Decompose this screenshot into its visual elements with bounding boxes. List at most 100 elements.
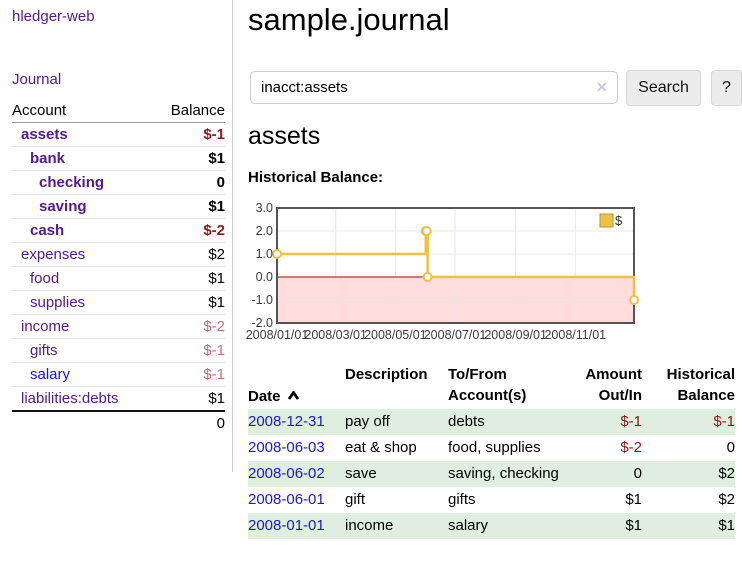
account-balance: $-1 [153, 362, 225, 387]
register-row: 2008-06-02 save saving, checking 0 $2 [248, 461, 735, 487]
accounts-table: Account Balance assets $-1 bank $1 checking 0… [12, 99, 225, 435]
main-content: sample.journal ✕ Search ? assets Histori… [246, 0, 742, 582]
tx-date-link[interactable]: 2008-06-01 [248, 491, 325, 508]
tx-balance: $2 [718, 465, 735, 482]
tx-description: eat & shop [345, 439, 417, 456]
account-link[interactable]: checking [39, 174, 105, 191]
account-balance: $1 [153, 386, 225, 411]
account-row: assets $-1 [12, 123, 225, 147]
tx-balance: $1 [718, 517, 735, 534]
x-tick-label: 2008/07/01 [424, 328, 487, 342]
x-tick-label: 2008/11/01 [544, 328, 606, 342]
search-button[interactable]: Search [626, 70, 701, 106]
account-row: saving $1 [12, 194, 225, 219]
data-point-marker [272, 249, 282, 259]
account-balance: $-2 [153, 218, 225, 243]
x-tick-label: 2008/05/01 [364, 328, 427, 342]
account-row: salary $-1 [12, 362, 225, 387]
account-link[interactable]: supplies [30, 294, 86, 311]
page-title: sample.journal [248, 2, 450, 37]
account-balance: $1 [153, 290, 225, 315]
account-balance: $2 [153, 242, 225, 267]
account-link[interactable]: cash [30, 222, 65, 239]
register-header-balance: Historical Balance [666, 366, 735, 404]
account-link[interactable]: bank [30, 150, 66, 167]
account-row: expenses $2 [12, 242, 225, 267]
sidebar: hledger-web Journal Account Balance asse… [0, 0, 233, 472]
tx-balance: $2 [718, 491, 735, 508]
register-header-date[interactable]: Date [248, 362, 345, 409]
register-row: 2008-06-01 gift gifts $1 $2 [248, 487, 735, 513]
accounts-total-row: 0 [12, 410, 225, 435]
account-link[interactable]: gifts [30, 342, 58, 359]
account-link[interactable]: food [30, 270, 60, 287]
register-header-amount: Amount Out/In [585, 366, 642, 404]
y-tick-label: 3.0 [256, 201, 273, 215]
account-balance: $-1 [203, 126, 225, 143]
account-row: cash $-2 [12, 218, 225, 243]
chart-title-label: Historical Balance: [248, 169, 384, 186]
register-row: 2008-01-01 income salary $1 $1 [248, 513, 735, 539]
app-brand-link[interactable]: hledger-web [12, 8, 95, 25]
tx-amount: $1 [625, 491, 642, 508]
accounts-header-balance: Balance [153, 99, 225, 123]
sidebar-item-journal[interactable]: Journal [12, 71, 62, 88]
tx-balance: $-1 [713, 413, 735, 430]
tx-amount: $-1 [620, 413, 642, 430]
accounts-tbody: assets $-1 bank $1 checking 0 saving $1 cash $-2 e… [12, 123, 225, 411]
tx-amount: 0 [633, 465, 642, 482]
legend-label: $ [615, 213, 623, 228]
account-balance: 0 [153, 170, 225, 195]
help-button[interactable]: ? [711, 70, 742, 106]
account-row: bank $1 [12, 146, 225, 171]
account-row: gifts $-1 [12, 338, 225, 363]
tx-date-link[interactable]: 2008-12-31 [248, 413, 325, 430]
tx-description: pay off [345, 413, 390, 430]
historical-balance-chart: $3.0 2.0 1.0 0.0 -1.0 -2.0 2008/01/01 2008/03/0… [246, 201, 648, 354]
register-header-description: Description [345, 366, 428, 383]
tx-date-link[interactable]: 2008-06-02 [248, 465, 325, 482]
tx-description: save [345, 465, 377, 482]
accounts-total-value: 0 [153, 410, 225, 435]
register-tbody: 2008-12-31 pay off debts $-1 $-1 2008-06-03 ea… [248, 409, 735, 539]
account-balance: $1 [153, 266, 225, 291]
tx-date-link[interactable]: 2008-01-01 [248, 517, 325, 534]
sort-asc-icon [287, 385, 300, 406]
chart-canvas: $3.0 2.0 1.0 0.0 -1.0 -2.02008/01/012008/03/0… [246, 201, 639, 342]
account-link[interactable]: salary [30, 366, 71, 383]
clear-search-icon[interactable]: ✕ [596, 79, 608, 95]
account-page-heading: assets [248, 122, 321, 150]
tx-description: gift [345, 491, 366, 508]
account-link[interactable]: expenses [21, 246, 86, 263]
account-balance: $1 [153, 194, 225, 219]
register-table: Date Description To/From Account(s) Amou… [248, 362, 735, 539]
account-link[interactable]: saving [39, 198, 87, 215]
account-link[interactable]: income [21, 318, 70, 335]
accounts-header-account: Account [12, 99, 154, 123]
tx-balance: 0 [726, 439, 735, 456]
tx-date-link[interactable]: 2008-06-03 [248, 439, 325, 456]
y-tick-label: 0.0 [256, 270, 273, 284]
account-row: income $-2 [12, 314, 225, 339]
x-tick-label: 2008/09/01 [484, 328, 547, 342]
tx-accounts: food, supplies [448, 439, 541, 456]
register-header-accounts: To/From Account(s) [448, 366, 527, 404]
x-tick-label: 2008/01/01 [246, 328, 309, 342]
tx-accounts: debts [448, 413, 485, 430]
register-row: 2008-06-03 eat & shop food, supplies $-2 0 [248, 435, 735, 461]
account-row: supplies $1 [12, 290, 225, 315]
search-form: ✕ Search ? [248, 70, 742, 108]
account-balance: $-1 [153, 338, 225, 363]
tx-amount: $-2 [620, 439, 642, 456]
tx-accounts: gifts [448, 491, 476, 508]
data-point-marker [422, 272, 433, 282]
account-row: liabilities:debts $1 [12, 386, 225, 411]
account-link[interactable]: assets [21, 126, 68, 143]
search-input[interactable] [250, 71, 618, 104]
tx-amount: $1 [625, 517, 642, 534]
account-balance: $1 [153, 146, 225, 171]
y-tick-label: -1.0 [251, 293, 273, 307]
account-row: checking 0 [12, 170, 225, 195]
legend-swatch [599, 213, 614, 228]
account-link[interactable]: liabilities:debts [21, 390, 119, 407]
